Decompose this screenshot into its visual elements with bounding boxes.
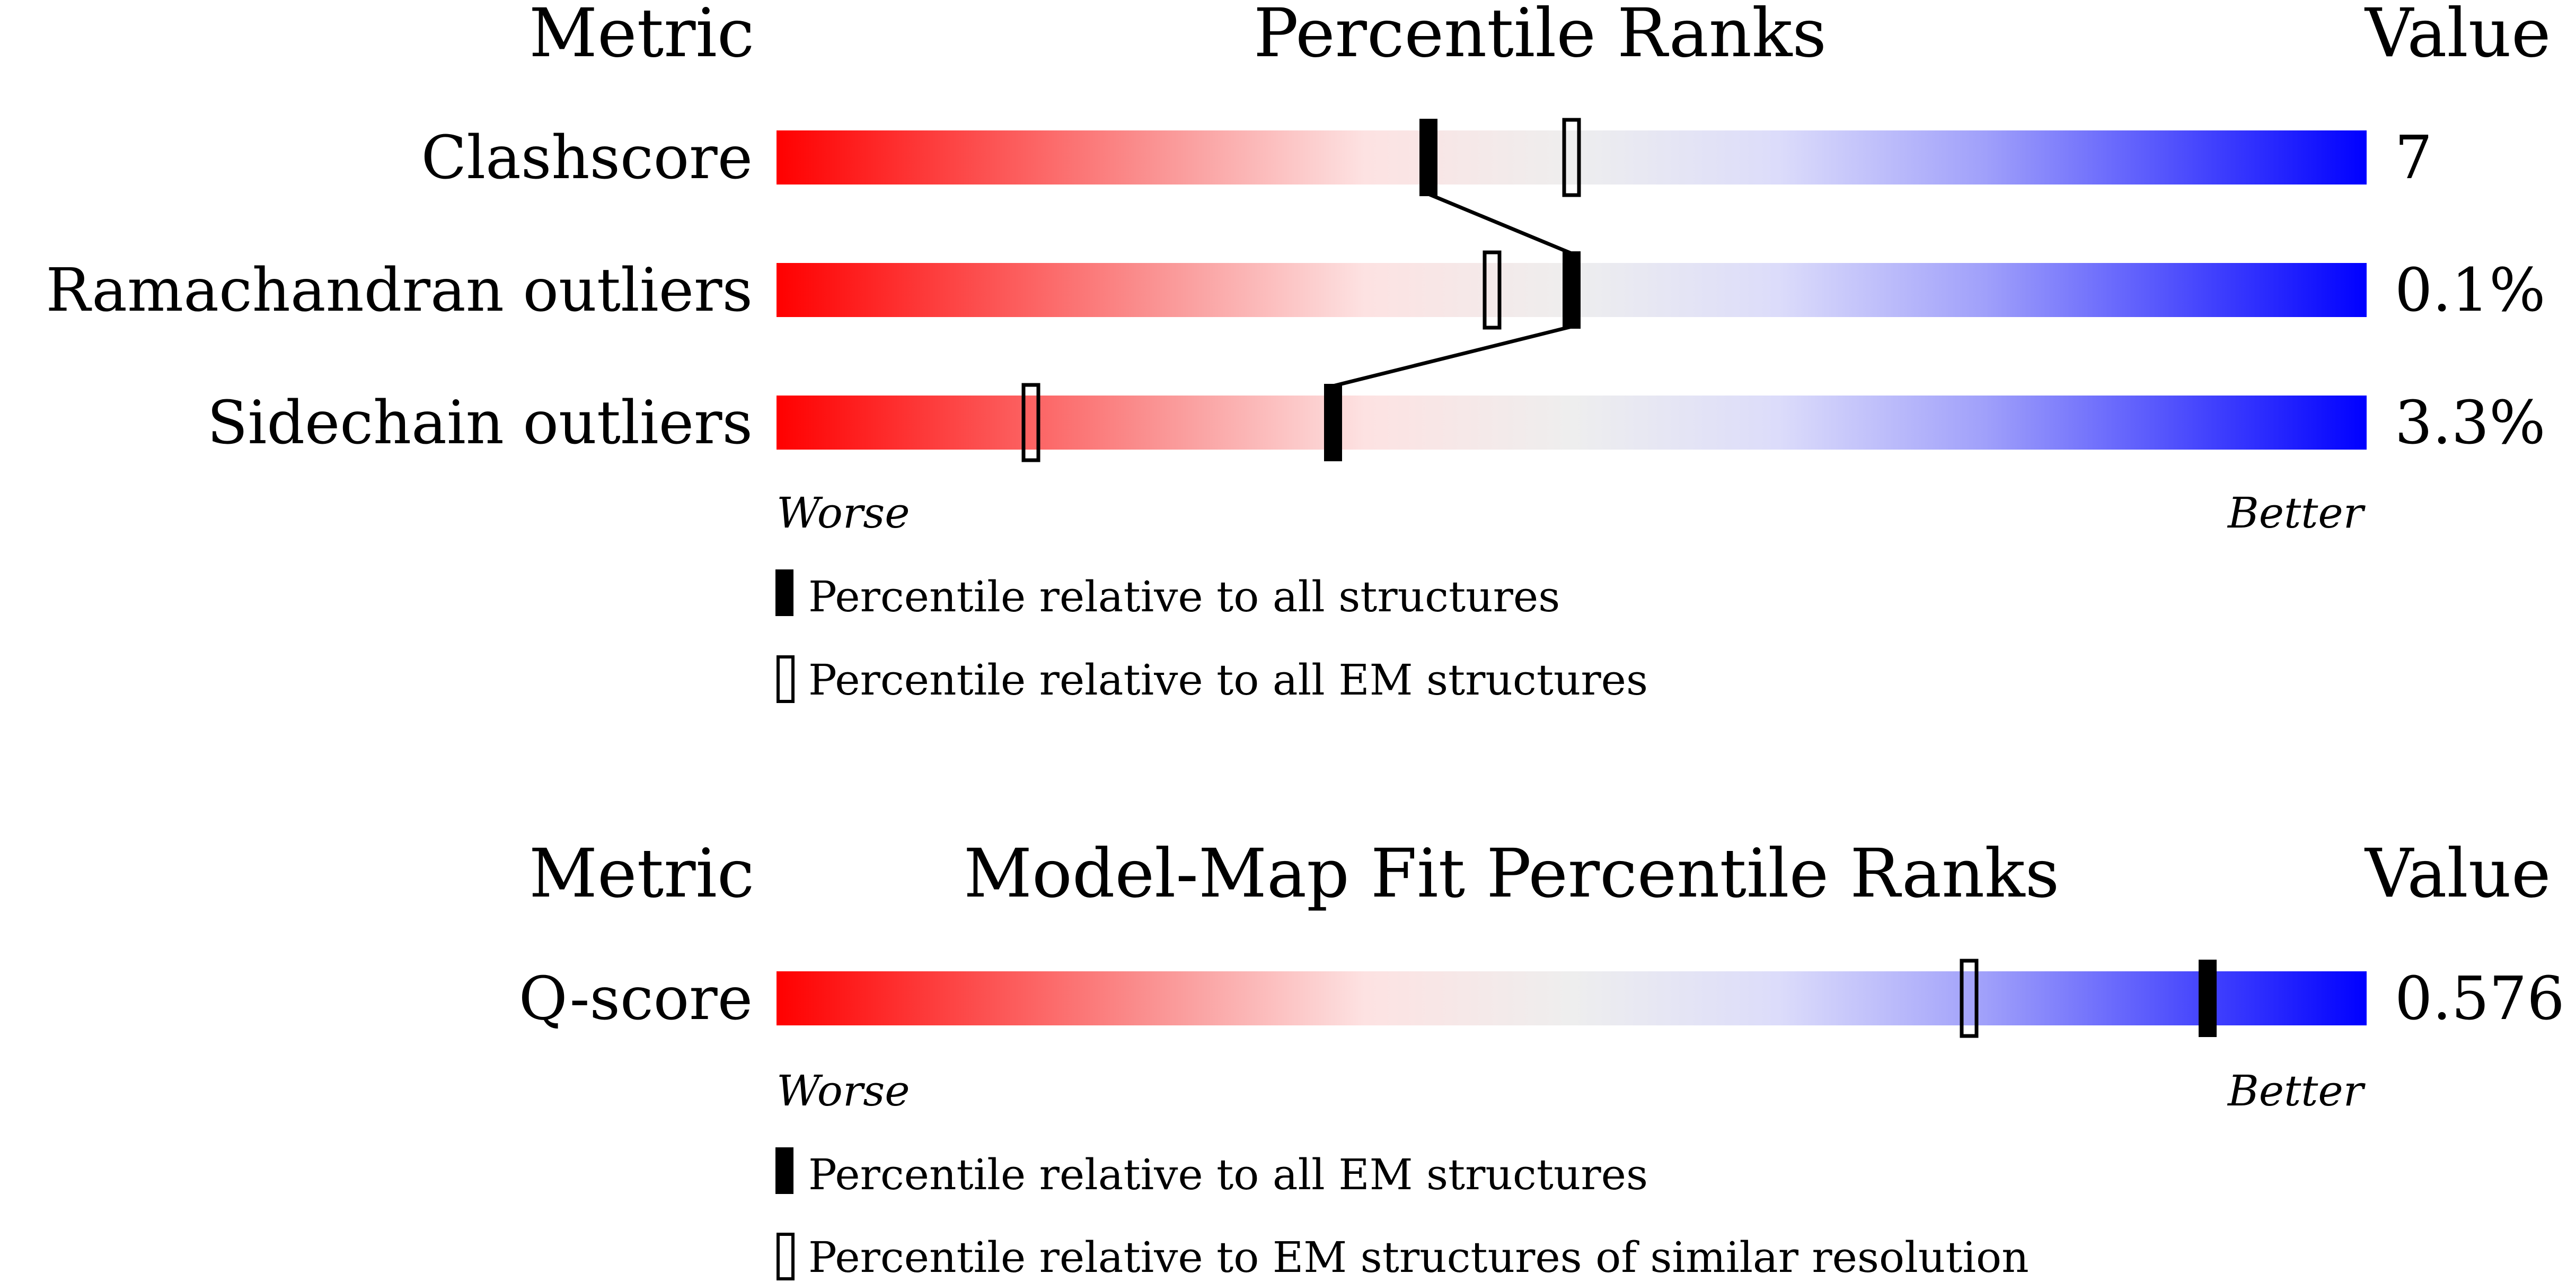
metric-value-ramachandran: 0.1%: [2395, 256, 2546, 325]
panel1-title: Percentile Ranks: [1254, 0, 1827, 72]
legend-outline-marker-icon: [777, 655, 795, 703]
panel1-worse-label: Worse: [777, 488, 910, 538]
metric-label-sidechain: Sidechain outliers: [207, 389, 753, 458]
metric-value-clashscore: 7: [2395, 124, 2433, 192]
metric-label-clashscore: Clashscore: [421, 124, 753, 192]
metric-label-ramachandran: Ramachandran outliers: [46, 256, 753, 325]
legend2-outline-marker-icon: [777, 1233, 795, 1280]
legend2-filled-marker-icon: [775, 1147, 793, 1194]
panel2-title: Model-Map Fit Percentile Ranks: [964, 835, 2060, 912]
panel1-legend-filled: Percentile relative to all structures: [808, 572, 1560, 621]
metric-value-qscore: 0.576: [2395, 964, 2565, 1033]
panel2-legend-outline: Percentile relative to EM structures of …: [808, 1233, 2029, 1282]
percentile-bar-sidechain: [777, 396, 2367, 450]
panel1-better-label: Better: [2228, 488, 2364, 538]
panel2-legend-filled: Percentile relative to all EM structures: [808, 1150, 1648, 1199]
panel2-worse-label: Worse: [777, 1066, 910, 1116]
percentile-bar-ramachandran: [777, 263, 2367, 317]
percentile-bar-clashscore: [777, 130, 2367, 185]
legend-filled-marker-icon: [775, 569, 793, 616]
panel2-better-label: Better: [2228, 1066, 2364, 1116]
metric-label-qscore: Q-score: [518, 964, 753, 1033]
connector-line: [1427, 192, 1573, 256]
panel1-legend-outline: Percentile relative to all EM structures: [808, 655, 1648, 705]
panel2-metric-header: Metric: [529, 835, 755, 912]
percentile-bar-qscore: [777, 971, 2367, 1025]
panel1-metric-header: Metric: [529, 0, 755, 72]
panel1-value-header: Value: [2365, 0, 2551, 72]
panel2-value-header: Value: [2365, 835, 2551, 912]
metric-value-sidechain: 3.3%: [2395, 389, 2546, 458]
connector-line: [1333, 324, 1572, 388]
